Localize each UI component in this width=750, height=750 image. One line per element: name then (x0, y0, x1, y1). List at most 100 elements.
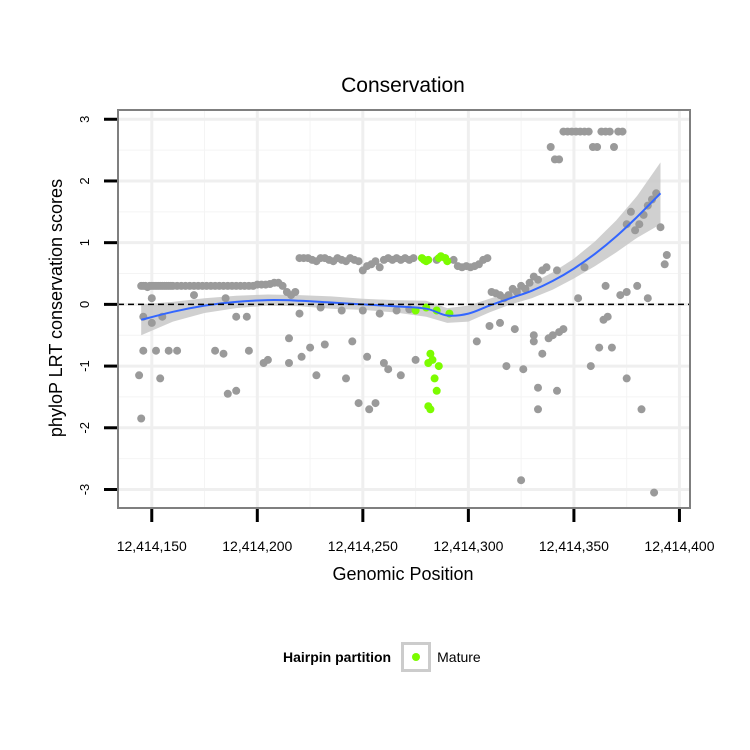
data-point-other (379, 359, 388, 367)
x-axis-label: Genomic Position (332, 564, 473, 584)
y-tick-label: 1 (77, 239, 92, 246)
data-point-other (392, 306, 401, 315)
data-point-other (285, 334, 293, 343)
data-point-other (584, 127, 593, 136)
data-point-other (295, 309, 304, 318)
data-point-mature (428, 355, 437, 364)
data-point-mature (443, 257, 452, 266)
data-point-other (449, 255, 458, 264)
data-point-other (147, 294, 156, 303)
data-point-other (375, 309, 384, 318)
data-point-other (559, 325, 568, 334)
data-point-other (316, 303, 325, 312)
data-point-other (512, 288, 521, 296)
data-point-other (553, 386, 561, 395)
data-point-other (291, 288, 300, 296)
data-point-other (139, 346, 148, 355)
data-point-other (586, 362, 595, 371)
data-point-other (232, 312, 241, 321)
data-point-other (285, 359, 293, 367)
data-point-other (519, 365, 528, 374)
data-point-other (504, 291, 513, 300)
data-point-other (605, 127, 614, 136)
data-point-other (555, 155, 564, 164)
data-point-other (137, 414, 146, 423)
data-point-other (219, 349, 228, 358)
x-tick-label: 12,414,150 (117, 538, 187, 554)
data-point-other (574, 294, 583, 303)
data-point-other (384, 365, 393, 374)
data-point-other (637, 405, 646, 414)
y-axis-label: phyloP LRT conservation scores (46, 179, 66, 437)
data-point-other (607, 343, 616, 352)
data-point-mature (434, 362, 443, 371)
data-point-other (485, 322, 494, 330)
data-point-other (312, 371, 321, 380)
data-point-other (529, 337, 538, 346)
y-tick-label: -1 (77, 360, 92, 372)
data-point-other (306, 343, 315, 352)
data-point-other (354, 399, 363, 408)
data-point-other (232, 386, 241, 395)
data-point-other (622, 374, 631, 383)
data-point-other (354, 257, 363, 266)
data-point-other (595, 343, 604, 352)
data-point-other (342, 374, 350, 383)
x-tick-label: 12,414,200 (222, 538, 292, 554)
data-point-other (221, 294, 230, 303)
data-point-other (152, 346, 160, 355)
data-point-other (348, 337, 357, 346)
mature-dot-icon (412, 653, 421, 661)
data-point-other (631, 226, 640, 235)
data-point-other (538, 349, 547, 358)
x-tick-label: 12,414,250 (328, 538, 398, 554)
data-point-other (593, 143, 602, 151)
data-point-other (263, 355, 272, 364)
data-point-other (190, 291, 198, 300)
legend: Hairpin partition Mature (283, 640, 481, 674)
data-point-other (211, 346, 220, 355)
data-point-other (244, 346, 253, 355)
data-point-other (502, 362, 511, 371)
data-point-other (616, 291, 625, 300)
y-tick-label: 3 (77, 116, 92, 123)
y-tick-label: 2 (77, 177, 92, 184)
data-point-other (622, 288, 631, 296)
plot-border (117, 109, 691, 509)
data-point-other (337, 306, 346, 315)
data-point-other (164, 346, 173, 355)
data-point-other (548, 331, 557, 340)
plot-area: 12,414,150 12,414,200 12,414,250 12,414,300… (77, 109, 715, 554)
data-point-other (371, 257, 380, 266)
y-tick-label: -2 (77, 422, 92, 434)
data-point-other (517, 476, 526, 485)
data-point-other (643, 294, 652, 303)
data-point-other (542, 263, 551, 272)
data-point-other (633, 281, 642, 290)
x-tick-label: 12,414,300 (433, 538, 503, 554)
data-point-other (358, 306, 367, 315)
y-tick-label: 0 (77, 301, 92, 308)
data-point-other (656, 223, 665, 232)
x-tick-label: 12,414,350 (539, 538, 609, 554)
data-point-other (173, 346, 182, 355)
data-point-other (626, 207, 635, 216)
data-point-other (618, 127, 627, 136)
data-point-other (223, 389, 232, 398)
data-point-other (650, 488, 659, 497)
data-point-other (510, 325, 519, 334)
legend-title: Hairpin partition (283, 649, 392, 665)
data-point-other (371, 399, 380, 408)
legend-label-mature: Mature (437, 649, 481, 665)
smooth-trend-line (140, 192, 662, 321)
chart-title: Conservation (341, 74, 465, 97)
data-point-other (662, 251, 671, 259)
data-point-other (396, 371, 405, 380)
data-point-other (135, 371, 144, 380)
data-point-other (601, 281, 610, 290)
data-point-other (610, 143, 618, 151)
data-point-mature (424, 255, 433, 264)
legend-key-mature (401, 642, 432, 672)
data-point-other (534, 275, 542, 284)
